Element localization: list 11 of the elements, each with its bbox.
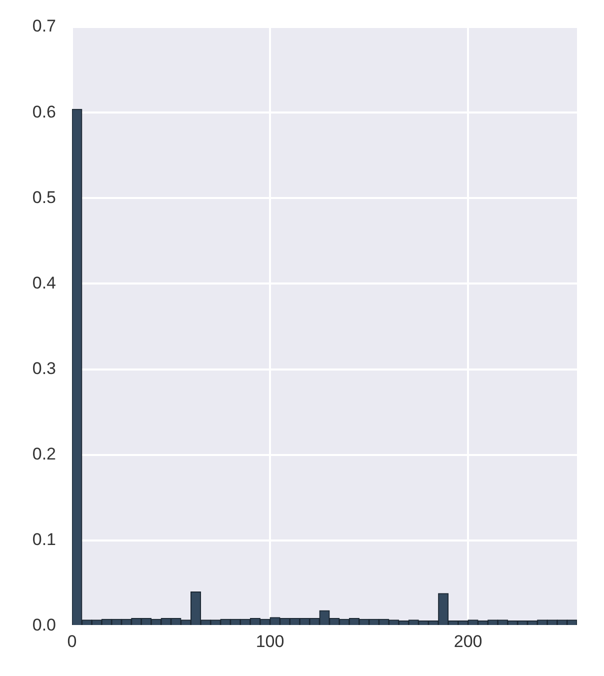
y-tick-label: 0.7 [32,16,56,36]
y-tick-label: 0.6 [32,102,56,122]
y-tick-label: 0.1 [32,530,56,550]
y-tick-label: 0.2 [32,444,56,464]
y-tick-label: 0.3 [32,358,56,378]
x-tick-label: 100 [256,632,284,651]
y-tick-label: 0.4 [32,273,56,292]
y-tick-label: 0.0 [32,616,56,635]
x-tick-label: 0 [67,632,77,651]
y-tick-label: 0.5 [32,188,56,207]
x-tick-label: 200 [454,632,482,651]
